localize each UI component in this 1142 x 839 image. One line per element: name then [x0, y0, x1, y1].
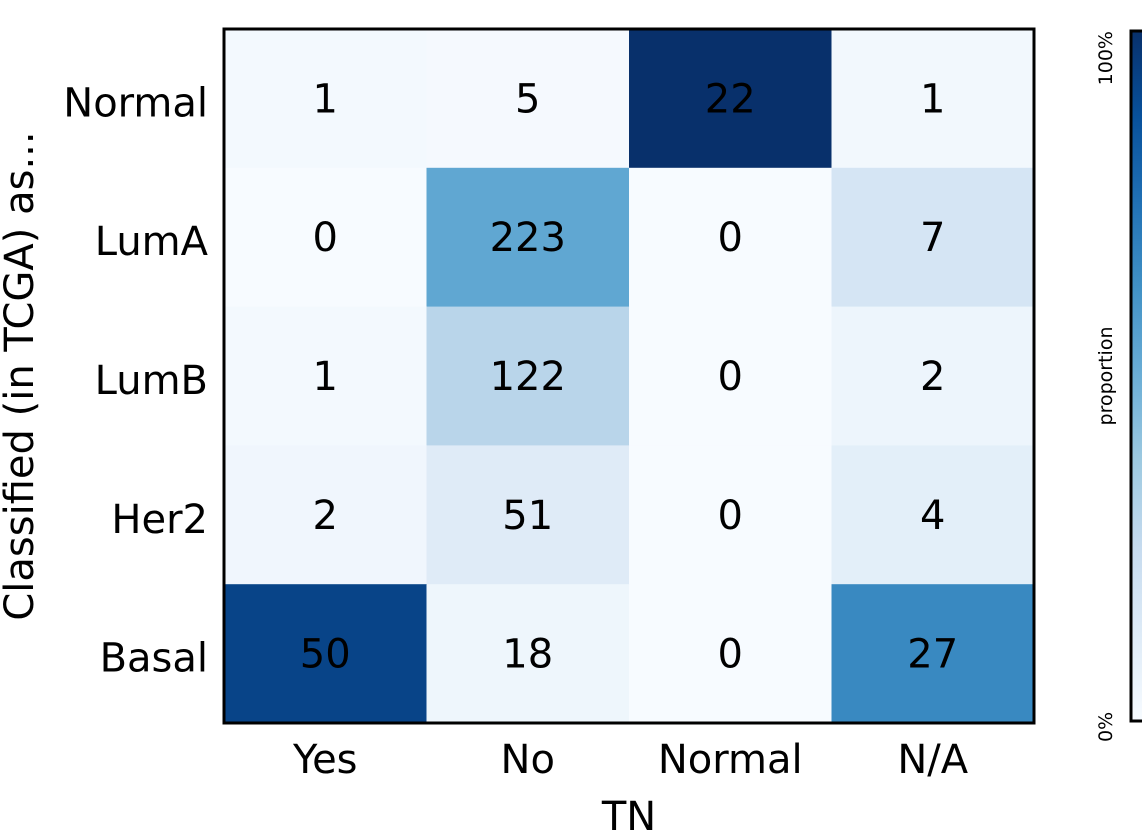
heatmap-cell-her2-na	[831, 445, 1035, 585]
cell-value-label: 0	[718, 632, 743, 678]
heatmap-cells	[224, 29, 1035, 724]
cell-value-label: 1	[313, 76, 338, 122]
cell-value-label: 51	[502, 493, 553, 539]
cell-value-label: 0	[718, 354, 743, 400]
y-tick-label: LumB	[95, 358, 208, 404]
cell-value-label: 0	[313, 215, 338, 261]
heatmap-cell-her2-no	[426, 445, 630, 585]
heatmap-cell-lumb-na	[831, 306, 1035, 446]
heatmap-cell-lumb-normal	[629, 306, 832, 446]
y-tick-label: Her2	[111, 497, 208, 543]
heatmap-cell-basal-na	[831, 584, 1035, 724]
x-tick-labels: Yes No Normal N/A	[292, 737, 969, 783]
heatmap-cell-basal-normal	[629, 584, 832, 724]
heatmap-cell-basal-yes	[224, 584, 427, 724]
y-tick-label: Basal	[100, 636, 208, 682]
y-axis-label: Classified (in TCGA) as...	[0, 131, 43, 620]
x-axis-label: TN	[601, 794, 656, 839]
y-tick-label: LumA	[95, 219, 209, 265]
heatmap-cell-her2-normal	[629, 445, 832, 585]
plot-frame	[222, 27, 1036, 725]
heatmap-cell-normal-na	[831, 29, 1035, 169]
cell-value-label: 1	[920, 76, 945, 122]
heatmap-cell-her2-yes	[224, 445, 427, 585]
x-tick-label: Yes	[292, 737, 358, 783]
heatmap-cell-luma-na	[831, 167, 1035, 308]
cell-value-label: 4	[920, 493, 945, 539]
heatmap-cell-normal-normal	[629, 29, 832, 169]
cell-value-label: 2	[920, 354, 945, 400]
heatmap-cell-basal-no	[426, 584, 630, 724]
x-tick-label: Normal	[658, 737, 803, 783]
x-tick-label: N/A	[897, 737, 968, 783]
colorbar-max-label: 100%	[1095, 31, 1117, 85]
heatmap-cell-lumb-no	[426, 306, 630, 446]
cell-value-label: 27	[907, 632, 958, 678]
heatmap-cell-labels: 1 5 22 10 223 0 71 122 0 22 51 0 450 18 0 27	[300, 76, 958, 677]
y-tick-labels: Normal LumA LumB Her2 Basal	[63, 80, 208, 681]
heatmap-cell-luma-normal	[629, 167, 832, 308]
cell-value-label: 223	[490, 215, 566, 261]
cell-value-label: 50	[300, 632, 351, 678]
cell-value-label: 5	[515, 76, 540, 122]
cell-value-label: 7	[920, 215, 945, 261]
cell-value-label: 22	[705, 76, 756, 122]
cell-value-label: 0	[718, 215, 743, 261]
heatmap-cell-lumb-yes	[224, 306, 427, 446]
y-tick-label: Normal	[63, 80, 208, 126]
colorbar-label: proportion	[1095, 327, 1117, 426]
colorbar-gradient	[1129, 29, 1142, 723]
x-tick-label: No	[501, 737, 555, 783]
cell-value-label: 0	[718, 493, 743, 539]
heatmap-cell-normal-yes	[224, 29, 427, 169]
cell-value-label: 122	[490, 354, 566, 400]
heatmap-cell-normal-no	[426, 29, 630, 169]
colorbar: proportion 100% 0%	[1095, 29, 1142, 742]
heatmap-cell-luma-yes	[224, 167, 427, 308]
colorbar-min-label: 0%	[1095, 712, 1117, 742]
cell-value-label: 18	[502, 632, 553, 678]
cell-value-label: 2	[313, 493, 338, 539]
cell-value-label: 1	[313, 354, 338, 400]
heatmap-cell-luma-no	[426, 167, 630, 308]
